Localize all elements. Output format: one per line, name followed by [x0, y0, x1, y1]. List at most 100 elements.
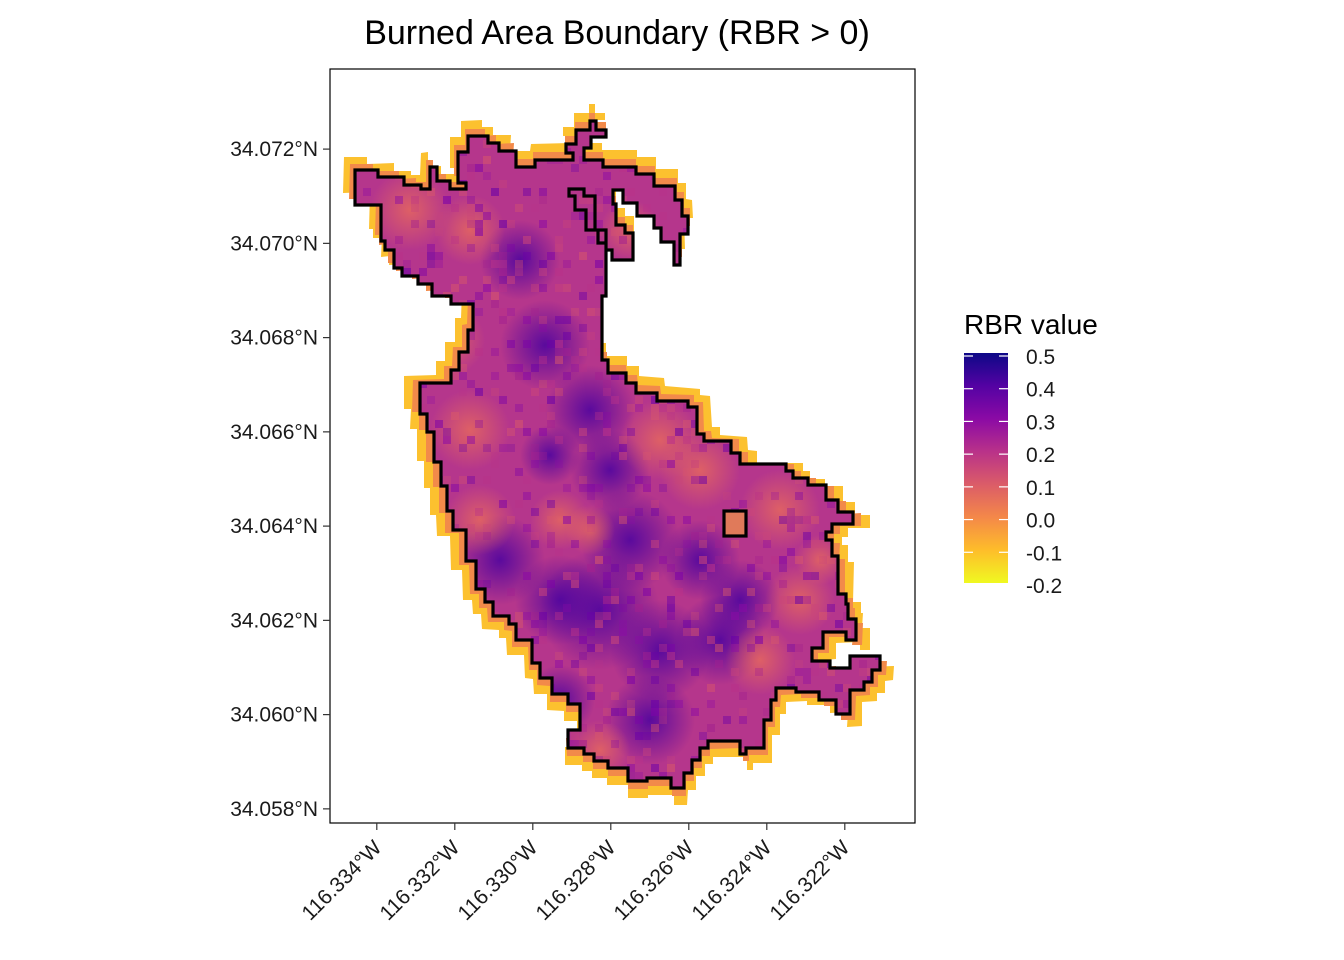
raster-cell	[619, 340, 627, 348]
raster-cell	[659, 348, 667, 356]
raster-cell	[627, 428, 635, 436]
raster-cell	[875, 492, 880, 500]
raster-cell	[555, 268, 563, 276]
raster-cell	[667, 460, 675, 468]
raster-cell	[643, 484, 651, 492]
raster-cell	[611, 692, 619, 700]
raster-cell	[699, 268, 707, 276]
raster-cell	[427, 308, 435, 316]
raster-cell	[651, 292, 659, 300]
raster-cell	[779, 516, 787, 524]
raster-cell	[475, 164, 483, 172]
raster-cell	[851, 308, 859, 316]
raster-cell	[627, 572, 635, 580]
raster-cell	[451, 284, 459, 292]
raster-cell	[835, 252, 843, 260]
raster-cell	[523, 428, 531, 436]
raster-cell	[787, 188, 795, 196]
raster-cell	[691, 476, 699, 484]
raster-cell	[467, 380, 475, 388]
raster-cell	[523, 252, 531, 260]
raster-cell	[571, 580, 579, 588]
raster-cell	[411, 740, 419, 748]
raster-cell	[539, 708, 547, 716]
raster-cell	[467, 476, 475, 484]
raster-cell	[675, 548, 683, 556]
raster-cell	[443, 748, 451, 756]
raster-cell	[555, 284, 563, 292]
y-tick-label: 34.066°N	[230, 421, 318, 444]
raster-cell	[843, 788, 851, 796]
raster-cell	[867, 236, 875, 244]
raster-cell	[555, 772, 563, 780]
raster-cell	[723, 556, 731, 564]
raster-cell	[779, 444, 787, 452]
raster-cell	[691, 532, 699, 540]
raster-cell	[491, 788, 499, 796]
raster-cell	[507, 428, 515, 436]
raster-cell	[355, 492, 363, 500]
raster-cell	[659, 148, 667, 156]
legend-label: -0.2	[1026, 575, 1062, 598]
raster-cell	[675, 572, 683, 580]
raster-cell	[475, 508, 483, 516]
raster-cell	[803, 268, 811, 276]
raster-cell	[667, 604, 675, 612]
raster-cell	[667, 700, 675, 708]
raster-cell	[483, 476, 491, 484]
raster-cell	[611, 228, 619, 236]
raster-cell	[467, 660, 475, 668]
raster-cell	[731, 212, 739, 220]
raster-cell	[379, 636, 387, 644]
raster-cell	[859, 388, 867, 396]
raster-cell	[475, 420, 483, 428]
raster-cell	[371, 284, 379, 292]
raster-cell	[603, 580, 611, 588]
raster-cell	[411, 764, 419, 772]
raster-cell	[627, 772, 635, 780]
raster-cell	[827, 780, 835, 788]
raster-cell	[819, 388, 827, 396]
raster-cell	[691, 324, 699, 332]
raster-cell	[827, 500, 835, 508]
raster-cell	[675, 588, 683, 596]
raster-cell	[859, 212, 867, 220]
raster-cell	[691, 420, 699, 428]
raster-cell	[363, 228, 371, 236]
raster-cell	[355, 140, 363, 148]
raster-cell	[787, 740, 795, 748]
raster-cell	[475, 732, 483, 740]
raster-cell	[563, 332, 571, 340]
legend-label: 0.2	[1026, 444, 1055, 467]
raster-cell	[867, 244, 875, 252]
raster-cell	[755, 396, 763, 404]
raster-cell	[731, 380, 739, 388]
raster-cell	[515, 404, 523, 412]
legend-label: 0.1	[1026, 477, 1055, 500]
raster-cell	[443, 308, 451, 316]
raster-cell	[411, 484, 419, 492]
raster-cell	[507, 364, 515, 372]
raster-cell	[459, 188, 467, 196]
raster-cell	[619, 436, 627, 444]
raster-cell	[475, 724, 483, 732]
raster-cell	[603, 572, 611, 580]
raster-cell	[451, 636, 459, 644]
raster-cell	[627, 404, 635, 412]
raster-cell	[683, 620, 691, 628]
raster-cell	[595, 684, 603, 692]
raster-cell	[715, 204, 723, 212]
raster-cell	[443, 196, 451, 204]
raster-cell	[763, 604, 771, 612]
raster-cell	[859, 340, 867, 348]
raster-cell	[787, 748, 795, 756]
raster-cell	[803, 244, 811, 252]
raster-cell	[867, 412, 875, 420]
raster-cell	[555, 348, 563, 356]
raster-cell	[795, 516, 803, 524]
raster-cell	[795, 236, 803, 244]
raster-cell	[651, 276, 659, 284]
raster-cell	[443, 628, 451, 636]
raster-cell	[539, 612, 547, 620]
raster-cell	[859, 444, 867, 452]
